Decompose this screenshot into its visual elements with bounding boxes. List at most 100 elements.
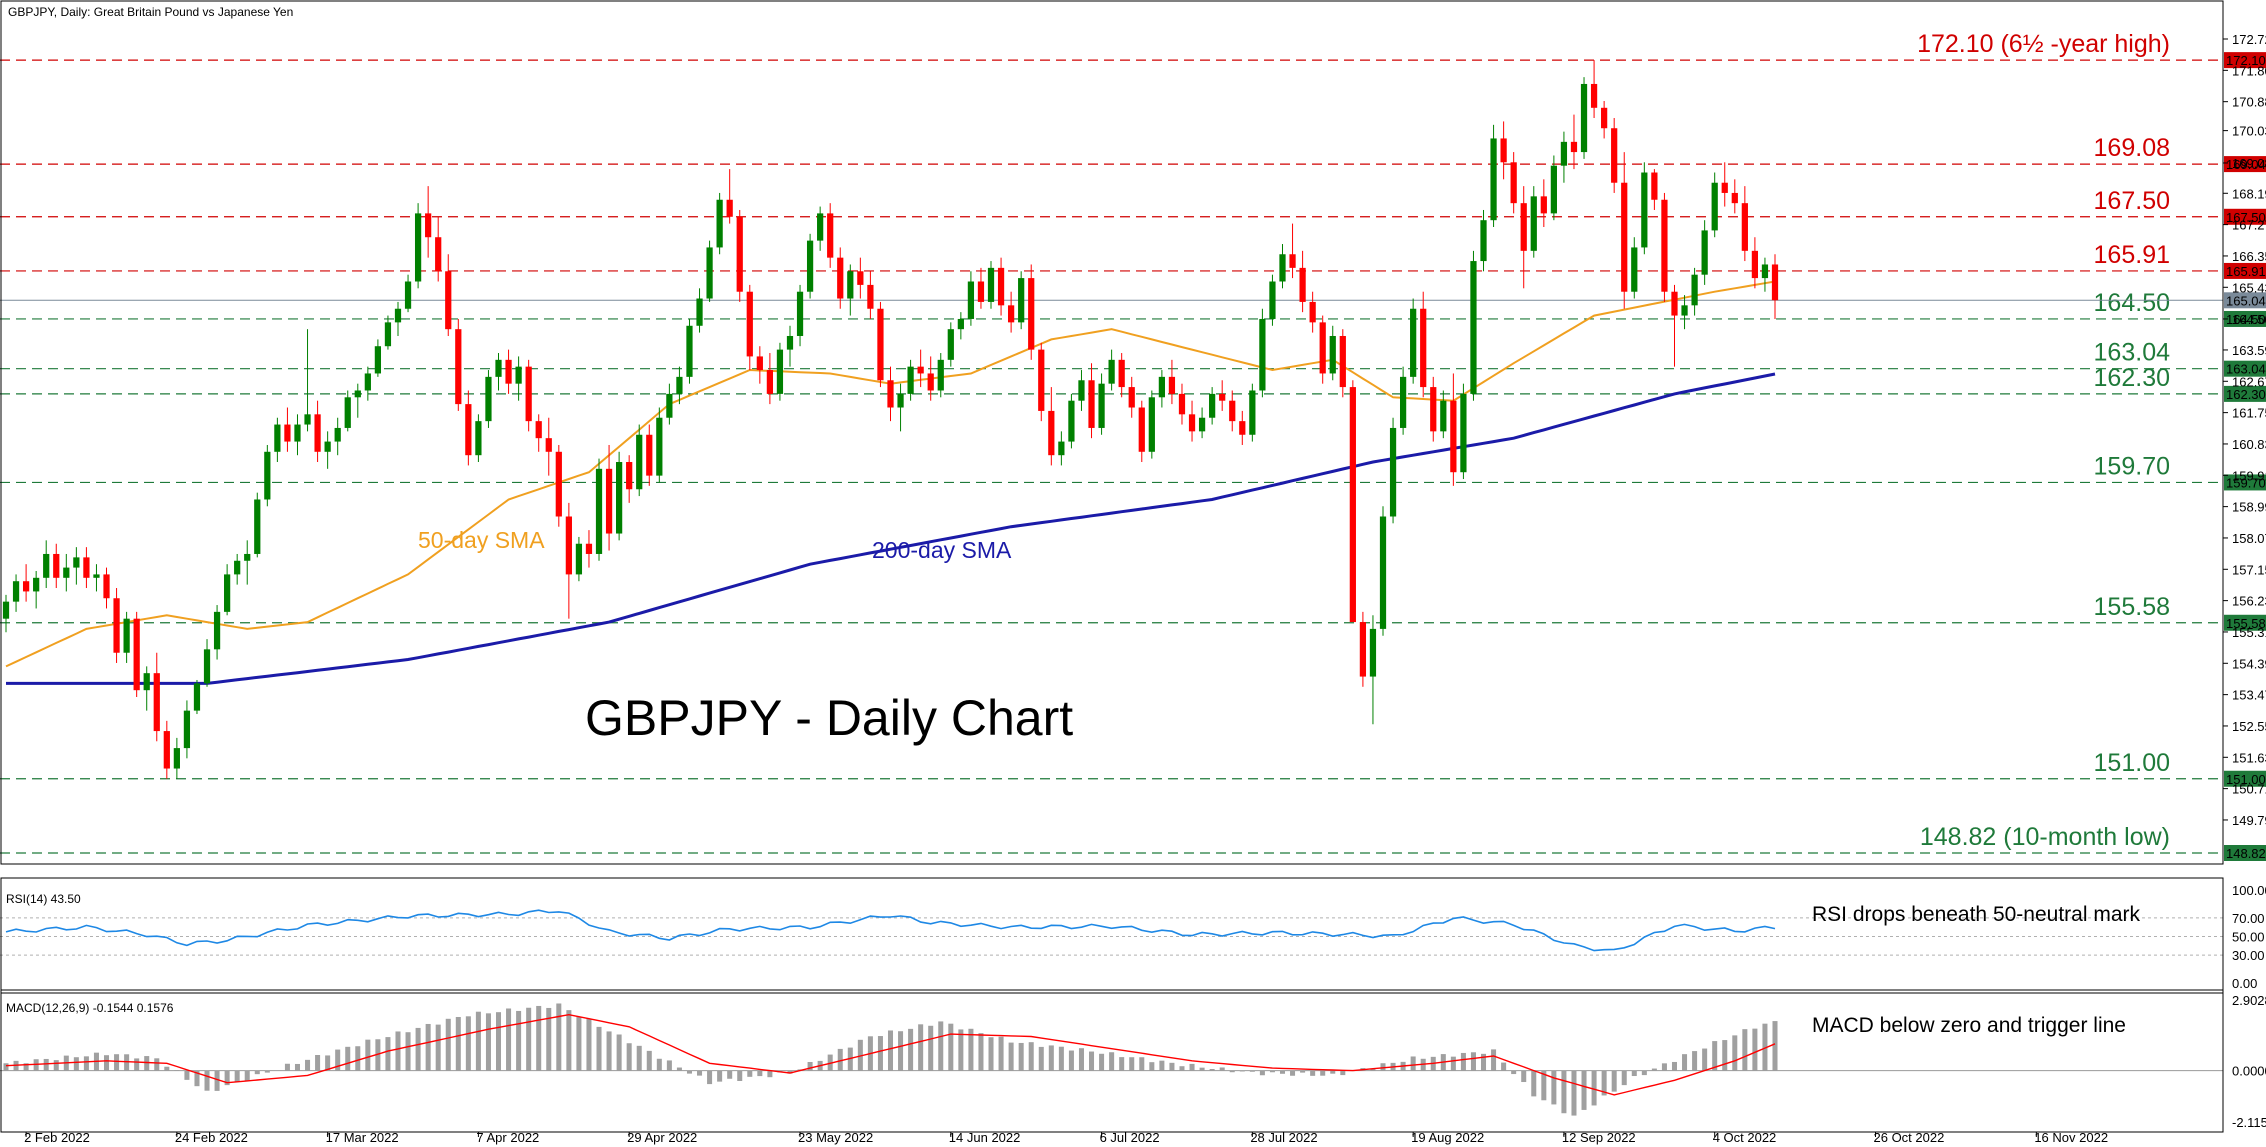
candle (1299, 250, 1306, 313)
candle-body (12, 581, 20, 602)
candle-body (264, 451, 271, 500)
macd-hist-bar (103, 1055, 110, 1071)
candle (1510, 152, 1517, 214)
candle-body (414, 213, 422, 282)
price-tick-label: 149.790 (2232, 813, 2266, 828)
candle (495, 353, 502, 391)
macd-hist-bar (425, 1023, 431, 1071)
chart-title: GBPJPY - Daily Chart (585, 690, 1073, 746)
macd-hist-bar (626, 1043, 632, 1071)
candle (636, 424, 643, 497)
candle-body (404, 281, 412, 309)
candle (374, 339, 382, 377)
candle (43, 540, 50, 589)
candle-body (1621, 182, 1628, 292)
candle-body (364, 373, 371, 391)
macd-hist-bar (686, 1070, 692, 1074)
macd-hist-bar (1732, 1035, 1738, 1071)
candle-body (897, 393, 904, 408)
macd-hist-bar (1511, 1070, 1517, 1075)
candle-body (817, 213, 824, 241)
candle-body (595, 468, 603, 554)
candle (1701, 220, 1708, 285)
candle (1590, 60, 1598, 119)
candle-body (1389, 427, 1397, 517)
candle (1239, 410, 1246, 445)
macd-hist-bar (586, 1018, 592, 1071)
candle-body (535, 421, 542, 439)
price-tick-label: 150.710 (2232, 782, 2266, 797)
macd-hist-bar (1380, 1063, 1386, 1071)
candle (1721, 162, 1728, 207)
candle (1641, 162, 1648, 255)
candle (1038, 342, 1045, 422)
x-tick-label: 24 Feb 2022 (175, 1130, 248, 1145)
candle-body (1771, 264, 1779, 301)
candle-body (605, 468, 613, 534)
macd-hist-bar (1028, 1042, 1034, 1071)
candle (977, 267, 985, 309)
candle (1369, 615, 1377, 725)
candle (1560, 131, 1568, 183)
candle-body (394, 308, 402, 323)
candle-body (887, 380, 894, 408)
price-tick-label: 158.070 (2232, 531, 2266, 546)
candle-body (907, 366, 914, 394)
level-label: 167.50 (2094, 187, 2170, 215)
macd-hist-bar (727, 1070, 733, 1079)
macd-hist-bar (1008, 1042, 1014, 1071)
candle (1229, 390, 1236, 432)
macd-hist-bar (345, 1046, 351, 1071)
candle-body (1671, 291, 1678, 316)
candle (987, 261, 995, 309)
candle-body (354, 390, 361, 398)
candle (847, 264, 854, 316)
candle (1209, 387, 1216, 425)
candle (1430, 376, 1437, 442)
candle (1138, 400, 1145, 463)
macd-hist-bar (455, 1016, 461, 1071)
candle (877, 301, 884, 388)
candle-body (1500, 138, 1507, 163)
candle-body (1239, 421, 1246, 435)
candle-body (1369, 628, 1377, 677)
price-tick-label: 159.910 (2232, 468, 2266, 483)
candle (857, 257, 864, 299)
level-tag-box (2224, 385, 2266, 402)
macd-hist-bar (646, 1050, 652, 1071)
macd-hist-bar (355, 1046, 361, 1071)
candle-body (1168, 376, 1176, 394)
candle (626, 455, 633, 503)
candle (1661, 192, 1668, 302)
level-lines: 172.10 (6½ -year high) 172.100 169.08 169.0… (0, 30, 2266, 861)
candle-body (1229, 400, 1236, 422)
candle (113, 588, 120, 663)
candle-body (1098, 383, 1105, 428)
macd-hist-bar (1531, 1070, 1537, 1097)
candle-body (786, 335, 794, 350)
candle-body (1329, 335, 1336, 374)
candle-body (1269, 281, 1276, 319)
macd-hist-bar (3, 1063, 9, 1071)
macd-hist-bar (1259, 1070, 1265, 1076)
macd-hist-bar (656, 1058, 662, 1071)
candle (324, 431, 331, 469)
candle (1440, 390, 1447, 439)
rsi-note: RSI drops beneath 50-neutral mark (1812, 903, 2141, 926)
candle-body (616, 462, 623, 534)
candle-body (183, 710, 191, 749)
macd-hist-bar (465, 1016, 471, 1071)
candle-body (1691, 274, 1698, 306)
candle-body (465, 404, 472, 456)
candle-body (847, 271, 854, 299)
candle (1359, 611, 1367, 687)
macd-hist-bar (1219, 1067, 1225, 1071)
candle-body (525, 366, 532, 422)
candle (575, 536, 583, 582)
price-tick-label: 164.500 (2232, 312, 2266, 327)
macd-hist-bar (1742, 1029, 1748, 1071)
macd-hist-bar (154, 1058, 160, 1071)
rsi-line (5, 909, 1776, 952)
macd-hist-bar (1209, 1069, 1215, 1071)
macd-hist-bar (807, 1061, 813, 1071)
